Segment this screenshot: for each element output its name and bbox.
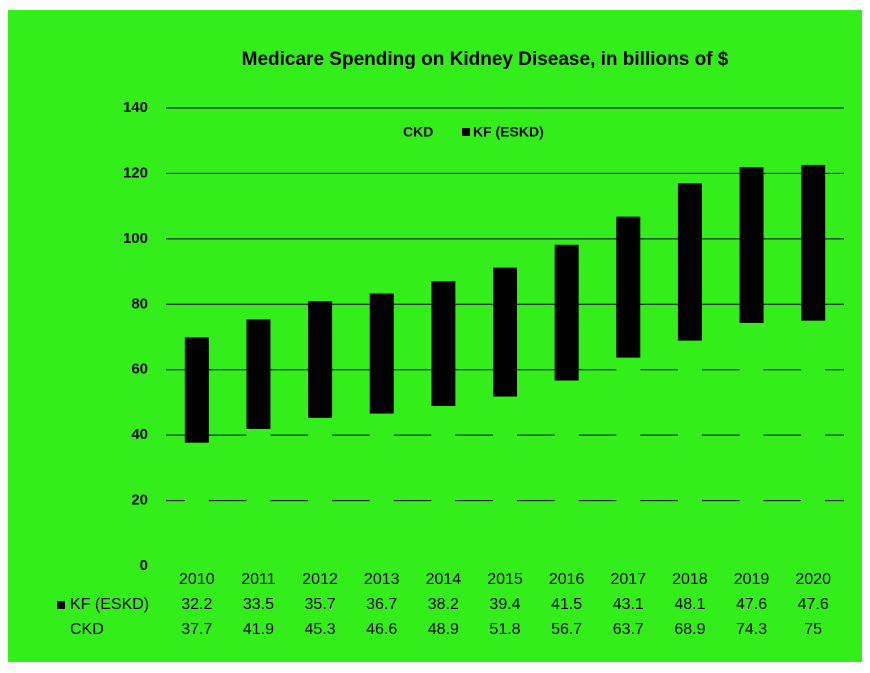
bar-segment	[493, 267, 517, 397]
bar-segment	[677, 183, 702, 341]
x-tick-label: 2010	[179, 571, 215, 588]
y-tick-label: 20	[131, 492, 148, 509]
bar-segment	[431, 406, 456, 566]
bar-segment	[246, 319, 271, 429]
table-cell: 46.6	[366, 621, 397, 638]
table-cell: 39.4	[489, 596, 520, 613]
bar-segment	[246, 428, 271, 566]
bar-segment	[554, 380, 579, 566]
x-tick-label: 2018	[672, 571, 708, 588]
bar-segment	[801, 320, 826, 566]
table-cell: 47.6	[798, 596, 829, 613]
y-tick-label: 100	[123, 230, 148, 247]
bar-segment	[431, 281, 456, 407]
legend-swatch	[462, 128, 470, 136]
table-cell: 51.8	[489, 621, 520, 638]
table-cell: 41.5	[551, 596, 582, 613]
x-tick-label: 2019	[734, 571, 770, 588]
y-tick-label: 140	[123, 99, 148, 116]
table-cell: 47.6	[736, 596, 767, 613]
bar-segment	[184, 337, 209, 443]
x-tick-label: 2011	[241, 571, 276, 588]
y-tick-label: 40	[131, 426, 148, 443]
table-cell: 43.1	[613, 596, 644, 613]
x-tick-label: 2012	[302, 571, 338, 588]
table-cell: 38.2	[428, 596, 459, 613]
table-cell: 68.9	[674, 621, 705, 638]
y-tick-label: 120	[123, 164, 148, 181]
legend-label: KF (ESKD)	[473, 124, 544, 140]
bar-segment	[493, 396, 517, 566]
x-tick-label: 2016	[549, 571, 585, 588]
bar-segment	[677, 340, 702, 566]
bar-segment	[801, 164, 826, 321]
x-tick-label: 2013	[364, 571, 400, 588]
table-cell: 32.2	[181, 596, 212, 613]
table-cell: 74.3	[736, 621, 767, 638]
x-tick-label: 2017	[610, 571, 646, 588]
x-tick-label: 2014	[426, 571, 462, 588]
table-cell: 48.1	[674, 596, 705, 613]
table-cell: 37.7	[181, 621, 212, 638]
bar-segment	[554, 244, 579, 381]
table-cell: 63.7	[613, 621, 644, 638]
table-cell: 45.3	[305, 621, 336, 638]
bar-segment	[369, 413, 394, 566]
table-cell: 48.9	[428, 621, 459, 638]
bar-segment	[616, 357, 641, 566]
bar-segment	[308, 417, 333, 566]
bar-segment	[308, 301, 333, 418]
x-tick-label: 2020	[795, 571, 831, 588]
bar-segment	[739, 167, 764, 323]
table-row-label: CKD	[70, 621, 104, 638]
chart-title: Medicare Spending on Kidney Disease, in …	[242, 49, 729, 70]
table-cell: 35.7	[305, 596, 336, 613]
table-cell: 36.7	[366, 596, 397, 613]
bar-segment	[369, 293, 394, 414]
table-cell: 33.5	[243, 596, 274, 613]
bar-segment	[616, 216, 641, 358]
table-cell: 41.9	[243, 621, 274, 638]
table-legend-key	[57, 601, 65, 609]
x-tick-label: 2015	[487, 571, 523, 588]
table-cell: 75	[804, 621, 822, 638]
bar-segment	[739, 322, 764, 566]
y-tick-label: 80	[131, 295, 148, 312]
legend-label: CKD	[403, 124, 433, 140]
bar-segment	[184, 442, 209, 566]
table-cell: 56.7	[551, 621, 582, 638]
y-tick-label: 0	[140, 557, 148, 574]
table-row-label: KF (ESKD)	[70, 596, 149, 613]
y-tick-label: 60	[131, 361, 148, 378]
